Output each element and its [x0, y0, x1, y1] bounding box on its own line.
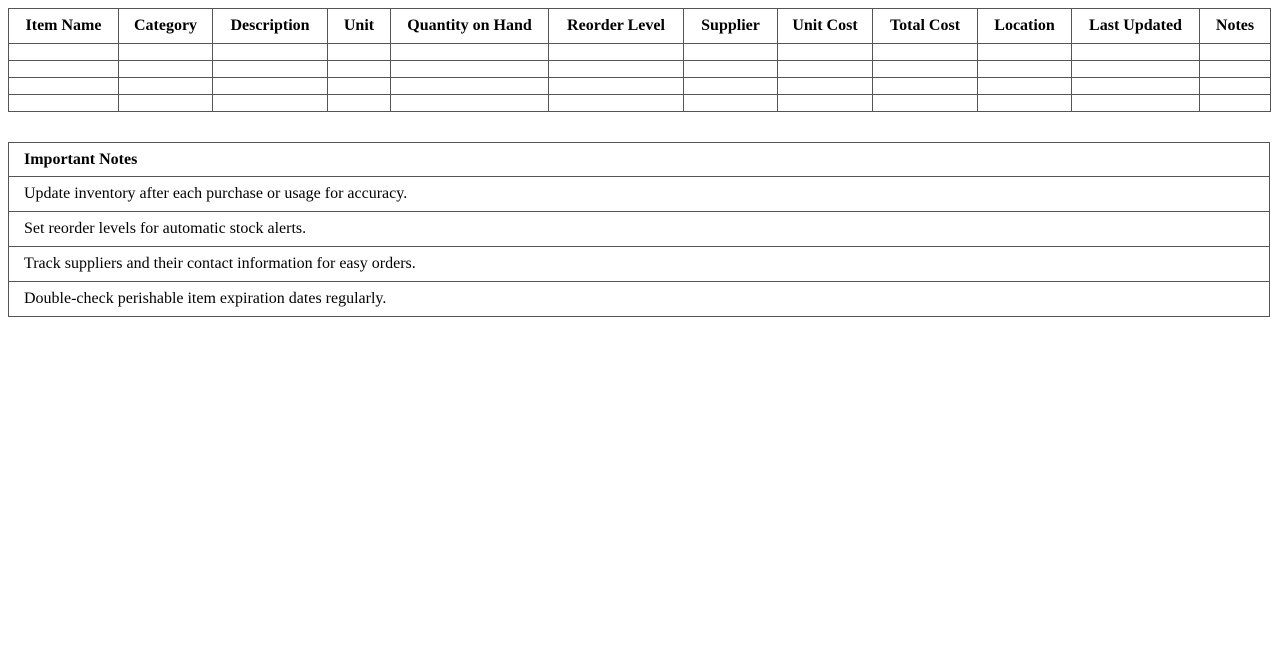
table-cell — [977, 94, 1072, 112]
table-cell — [1071, 94, 1200, 112]
table-cell — [8, 60, 119, 78]
table-cell — [327, 94, 391, 112]
note-row: Update inventory after each purchase or … — [8, 176, 1270, 212]
table-cell — [1199, 43, 1271, 61]
table-row — [8, 77, 1271, 95]
note-text: Set reorder levels for automatic stock a… — [8, 211, 1270, 247]
table-cell — [977, 43, 1072, 61]
table-cell — [8, 43, 119, 61]
table-cell — [1071, 60, 1200, 78]
important-notes-table: Important Notes Update inventory after e… — [8, 142, 1270, 317]
table-cell — [1199, 77, 1271, 95]
table-cell — [390, 43, 549, 61]
header-last-updated: Last Updated — [1071, 8, 1200, 44]
table-cell — [118, 94, 213, 112]
header-total-cost: Total Cost — [872, 8, 978, 44]
table-cell — [777, 43, 873, 61]
table-cell — [872, 94, 978, 112]
table-cell — [872, 60, 978, 78]
table-cell — [977, 60, 1072, 78]
table-cell — [777, 77, 873, 95]
header-quantity-on-hand: Quantity on Hand — [390, 8, 549, 44]
table-cell — [548, 60, 684, 78]
table-cell — [390, 60, 549, 78]
table-row — [8, 60, 1271, 78]
table-cell — [548, 43, 684, 61]
table-cell — [683, 94, 778, 112]
note-row: Double-check perishable item expiration … — [8, 281, 1270, 317]
table-cell — [212, 60, 328, 78]
table-cell — [872, 43, 978, 61]
table-row — [8, 43, 1271, 61]
header-location: Location — [977, 8, 1072, 44]
table-cell — [1071, 77, 1200, 95]
header-category: Category — [118, 8, 213, 44]
table-cell — [977, 77, 1072, 95]
table-cell — [872, 77, 978, 95]
note-text: Double-check perishable item expiration … — [8, 281, 1270, 317]
inventory-table: Item Name Category Description Unit Quan… — [8, 8, 1271, 112]
table-cell — [327, 77, 391, 95]
note-text: Update inventory after each purchase or … — [8, 176, 1270, 212]
table-cell — [8, 77, 119, 95]
table-cell — [212, 94, 328, 112]
table-cell — [777, 94, 873, 112]
table-cell — [390, 77, 549, 95]
inventory-header-row: Item Name Category Description Unit Quan… — [8, 8, 1271, 44]
table-cell — [8, 94, 119, 112]
header-unit: Unit — [327, 8, 391, 44]
table-cell — [118, 60, 213, 78]
table-cell — [683, 60, 778, 78]
table-cell — [212, 43, 328, 61]
table-cell — [548, 77, 684, 95]
header-notes: Notes — [1199, 8, 1271, 44]
table-cell — [1071, 43, 1200, 61]
header-supplier: Supplier — [683, 8, 778, 44]
note-text: Track suppliers and their contact inform… — [8, 246, 1270, 282]
table-cell — [118, 43, 213, 61]
notes-title-row: Important Notes — [8, 142, 1270, 177]
header-description: Description — [212, 8, 328, 44]
table-cell — [118, 77, 213, 95]
table-cell — [683, 77, 778, 95]
table-cell — [683, 43, 778, 61]
table-cell — [548, 94, 684, 112]
note-row: Set reorder levels for automatic stock a… — [8, 211, 1270, 247]
header-item-name: Item Name — [8, 8, 119, 44]
table-cell — [327, 43, 391, 61]
table-row — [8, 94, 1271, 112]
note-row: Track suppliers and their contact inform… — [8, 246, 1270, 282]
table-cell — [777, 60, 873, 78]
table-cell — [212, 77, 328, 95]
notes-title: Important Notes — [8, 142, 1270, 177]
header-reorder-level: Reorder Level — [548, 8, 684, 44]
table-cell — [327, 60, 391, 78]
table-cell — [390, 94, 549, 112]
table-cell — [1199, 60, 1271, 78]
table-cell — [1199, 94, 1271, 112]
header-unit-cost: Unit Cost — [777, 8, 873, 44]
